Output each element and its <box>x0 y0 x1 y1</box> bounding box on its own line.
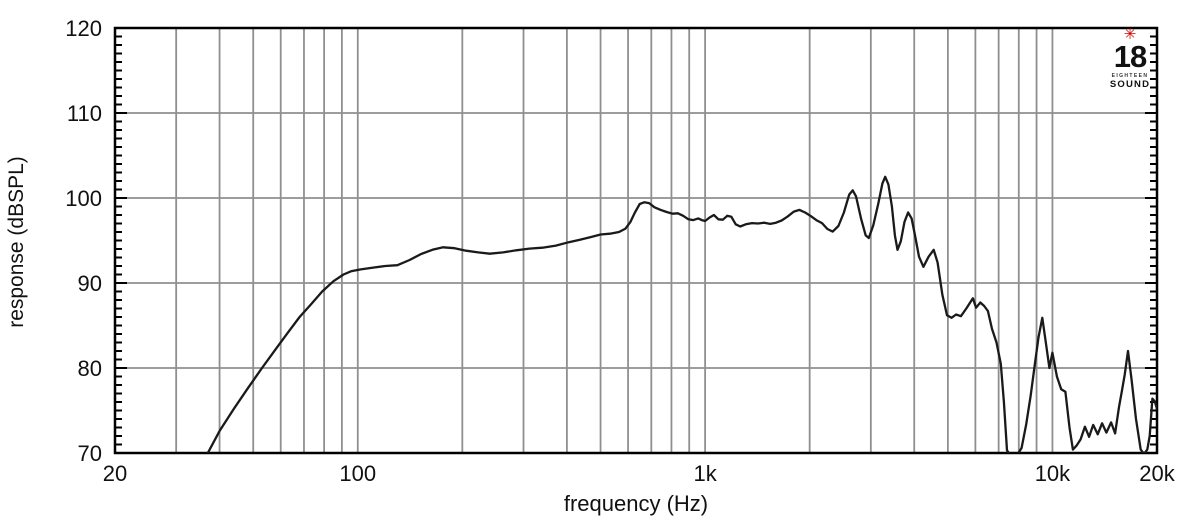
x-tick-label: 1k <box>693 461 717 486</box>
logo-brand-line1: EIGHTEEN <box>1111 73 1149 79</box>
response-curve <box>206 175 1157 453</box>
logo-number: 18 <box>1113 39 1147 74</box>
gridlines <box>115 28 1157 453</box>
eighteen-sound-logo: ✳ 18 EIGHTEEN SOUND <box>1104 27 1156 90</box>
x-tick-label: 10k <box>1035 461 1071 486</box>
y-axis-title: response (dBSPL) <box>5 156 28 328</box>
x-axis-title: frequency (Hz) <box>563 491 709 516</box>
x-tick-label: 20 <box>103 461 127 486</box>
x-tick-label: 20k <box>1139 461 1175 486</box>
star-icon: ✳ <box>1123 26 1137 43</box>
y-tick-label: 120 <box>65 16 102 41</box>
logo-brand-line2: SOUND <box>1109 79 1151 90</box>
plot-border <box>113 26 1159 455</box>
y-tick-label: 90 <box>78 271 102 296</box>
y-tick-label: 80 <box>78 356 102 381</box>
y-minor-ticks <box>115 27 1157 454</box>
y-tick-label: 100 <box>65 186 102 211</box>
y-tick-label: 110 <box>67 101 102 126</box>
y-tick-label: 70 <box>78 441 102 466</box>
x-tick-label: 100 <box>339 461 376 486</box>
